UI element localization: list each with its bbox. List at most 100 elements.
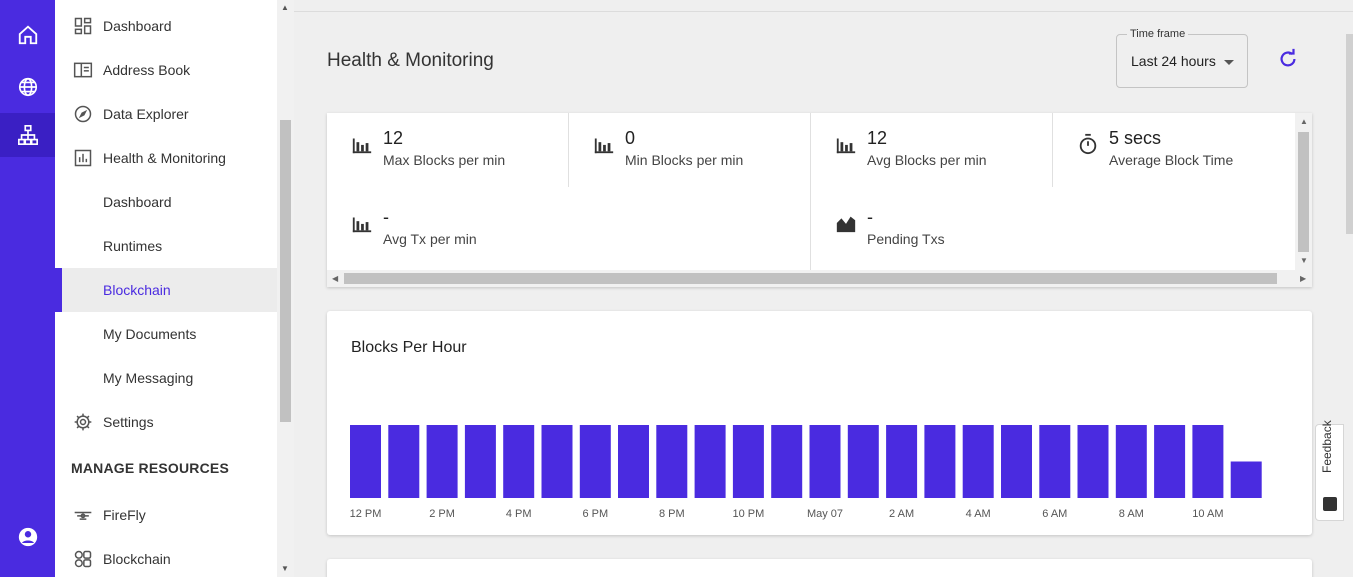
stat-value: 12 <box>383 128 404 148</box>
x-tick-label: May 07 <box>807 508 843 520</box>
x-tick-label: 8 PM <box>659 508 685 520</box>
next-card <box>327 559 1312 577</box>
dashboard-icon <box>74 17 92 35</box>
sidebar-nav: Dashboard Address Book Data Explorer Hea… <box>55 0 277 577</box>
chart-bar[interactable] <box>1192 425 1224 498</box>
app-rail <box>0 0 55 577</box>
stat-max-blocks: 12 Max Blocks per min <box>327 113 568 183</box>
area-chart-icon <box>836 216 856 233</box>
scroll-down-arrow-icon[interactable]: ▼ <box>1300 256 1308 265</box>
nav-subitem-runtimes[interactable]: Runtimes <box>55 224 277 268</box>
stat-divider <box>1052 113 1053 187</box>
chart-bar[interactable] <box>503 425 535 498</box>
chart-bar[interactable] <box>350 425 381 498</box>
nav-item-dashboard[interactable]: Dashboard <box>55 4 277 48</box>
chart-bar[interactable] <box>579 425 611 498</box>
bar-chart-icon <box>836 138 856 154</box>
rail-globe[interactable] <box>0 65 55 109</box>
stats-vertical-scrollbar[interactable]: ▲ ▼ <box>1295 113 1312 270</box>
nav-item-settings[interactable]: Settings <box>55 400 277 444</box>
chart-bar[interactable] <box>809 425 841 498</box>
rail-network[interactable] <box>0 113 55 157</box>
x-tick-label: 4 AM <box>966 508 991 520</box>
chart-title: Blocks Per Hour <box>351 339 467 356</box>
stat-value: 5 secs <box>1109 128 1162 148</box>
scrollbar-thumb[interactable] <box>344 273 1277 284</box>
timeframe-select[interactable]: Time frame Last 24 hours <box>1116 28 1248 88</box>
timeframe-value: Last 24 hours <box>1131 53 1216 69</box>
stats-card: 12 Max Blocks per min 0 Min Blocks per m… <box>327 113 1312 287</box>
chart-bar[interactable] <box>388 425 420 498</box>
chart-bar[interactable] <box>886 425 918 498</box>
rail-home[interactable] <box>0 13 55 57</box>
blockchain-icon <box>74 550 92 568</box>
stat-value: - <box>383 207 389 227</box>
chart-bar[interactable] <box>1154 425 1186 498</box>
scrollbar-thumb[interactable] <box>280 120 291 422</box>
scroll-down-arrow-icon[interactable]: ▼ <box>281 564 289 573</box>
chart-bar[interactable] <box>464 425 496 498</box>
nav-item-data-explorer[interactable]: Data Explorer <box>55 92 277 136</box>
nav-subitem-blockchain[interactable]: Blockchain <box>55 268 277 312</box>
scrollbar-thumb[interactable] <box>1298 132 1309 252</box>
nav-subitem-my-messaging[interactable]: My Messaging <box>55 356 277 400</box>
nav-item-blockchain-resource[interactable]: Blockchain <box>55 537 277 577</box>
x-tick-label: 6 PM <box>582 508 608 520</box>
chart-bar[interactable] <box>847 425 879 498</box>
nav-item-label: Blockchain <box>103 282 171 298</box>
chart-bar[interactable] <box>962 425 994 498</box>
scroll-up-arrow-icon[interactable]: ▲ <box>1300 117 1308 126</box>
chart-bar[interactable] <box>1039 425 1071 498</box>
timeframe-label: Time frame <box>1127 28 1189 40</box>
scroll-left-arrow-icon[interactable]: ◀ <box>332 274 339 283</box>
scroll-up-arrow-icon[interactable]: ▲ <box>281 3 289 12</box>
chart-bar[interactable] <box>1230 461 1262 499</box>
compass-icon <box>74 105 92 123</box>
feedback-button[interactable]: Feedback <box>1315 420 1344 521</box>
chart-bar[interactable] <box>618 425 649 498</box>
scroll-right-arrow-icon[interactable]: ▶ <box>1300 274 1307 283</box>
nav-subitem-dashboard[interactable]: Dashboard <box>55 180 277 224</box>
nav-item-label: Blockchain <box>103 551 171 567</box>
feedback-label: Feedback <box>1320 420 1334 473</box>
nav-item-firefly[interactable]: FireFly <box>55 493 277 537</box>
blocks-per-hour-card: 12 PM 2 PM 4 PM 6 PM 8 PM 10 PM May 07 2 AM 4 AM… <box>327 311 1312 535</box>
chart-bar[interactable] <box>771 425 803 498</box>
stat-label: Average Block Time <box>1109 152 1234 168</box>
chart-bar[interactable] <box>1115 425 1147 498</box>
stat-value: 12 <box>867 128 888 148</box>
bar-chart-icon <box>352 138 372 154</box>
x-tick-label: 4 PM <box>506 508 532 520</box>
chart-bar[interactable] <box>1077 425 1109 498</box>
chart-bar[interactable] <box>694 425 726 498</box>
chart-bar[interactable] <box>656 425 688 498</box>
stat-value: - <box>867 207 873 227</box>
nav-item-label: Health & Monitoring <box>103 150 226 166</box>
x-tick-label: 12 PM <box>350 508 382 520</box>
nav-item-label: Address Book <box>103 62 191 78</box>
chevron-down-icon <box>1224 60 1234 65</box>
rail-account[interactable] <box>0 515 55 559</box>
sidebar-scrollbar[interactable]: ▲ ▼ <box>277 0 294 577</box>
stats-horizontal-scrollbar[interactable]: ◀ ▶ <box>327 270 1312 287</box>
account-circle-icon <box>18 527 37 547</box>
nav-item-health-monitoring[interactable]: Health & Monitoring <box>55 136 277 180</box>
timer-icon <box>1079 133 1097 155</box>
firefly-icon <box>74 511 92 520</box>
nav-item-label: My Messaging <box>103 370 194 386</box>
bar-chart-icon <box>74 149 92 167</box>
chart-bar[interactable] <box>426 425 458 498</box>
page-scrollbar[interactable] <box>1346 34 1353 234</box>
network-icon <box>17 125 38 145</box>
stat-avg-blocks: 12 Avg Blocks per min <box>811 113 1052 183</box>
chart-bar[interactable] <box>1001 425 1032 498</box>
chart-bar[interactable] <box>924 425 956 498</box>
nav-item-label: Runtimes <box>103 238 163 254</box>
nav-subitem-my-documents[interactable]: My Documents <box>55 312 277 356</box>
nav-item-label: FireFly <box>103 507 146 523</box>
stat-value: 0 <box>625 128 636 148</box>
refresh-icon[interactable] <box>1277 48 1299 70</box>
nav-item-address-book[interactable]: Address Book <box>55 48 277 92</box>
chart-bar[interactable] <box>541 425 573 498</box>
chart-bar[interactable] <box>732 425 764 498</box>
